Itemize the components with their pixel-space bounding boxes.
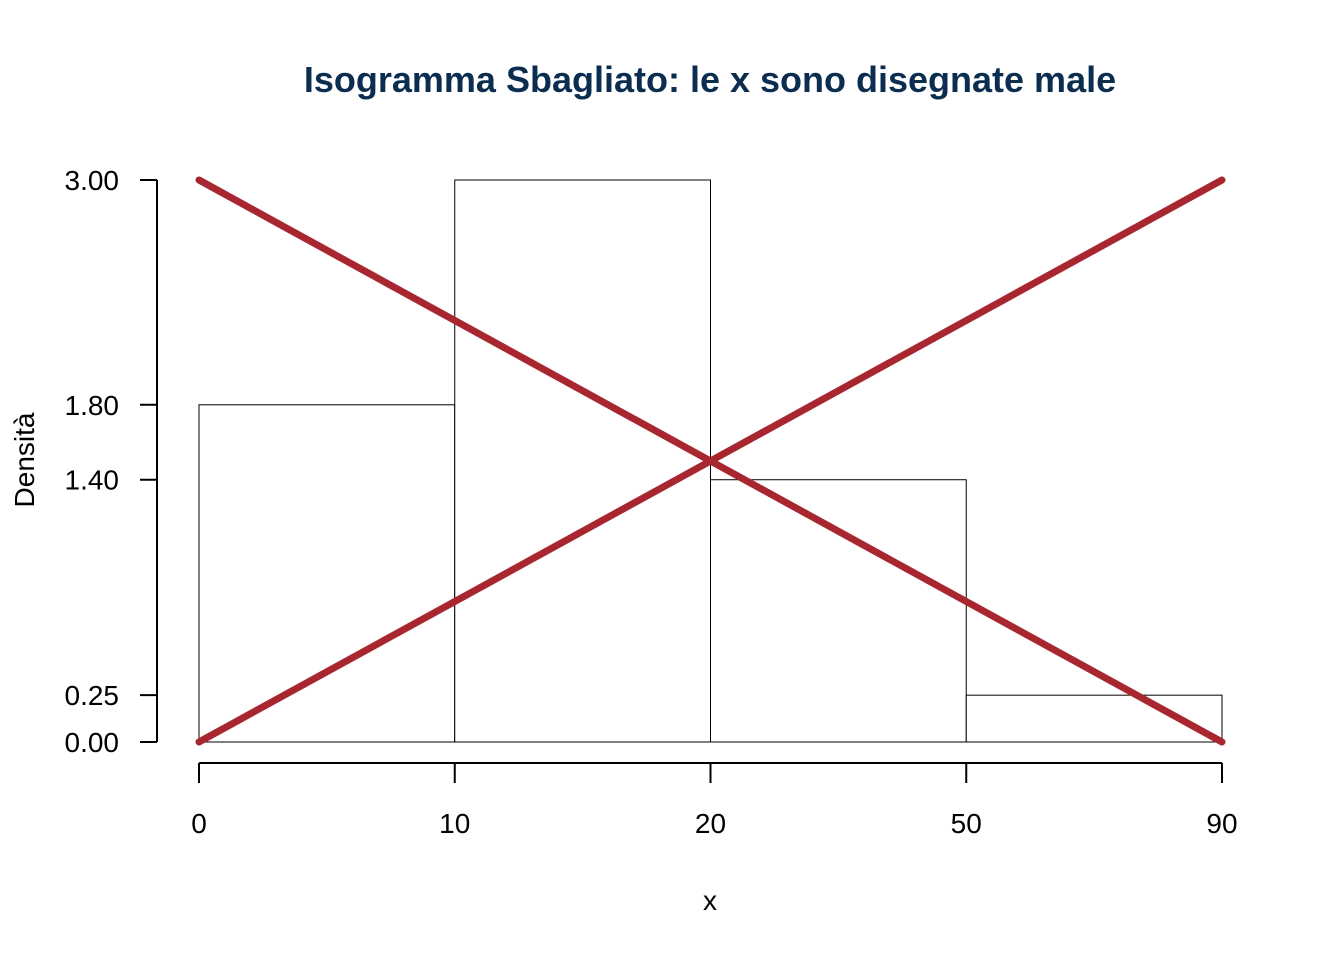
x-tick-label: 10 bbox=[439, 808, 470, 839]
bar-20-50 bbox=[710, 479, 967, 743]
y-tick-label: 0.00 bbox=[65, 727, 120, 758]
cross-overlay bbox=[195, 176, 1226, 746]
bar-0-10 bbox=[198, 404, 456, 743]
y-tick-label: 1.80 bbox=[65, 390, 120, 421]
y-axis: 0.00 0.25 1.40 1.80 3.00 bbox=[65, 165, 158, 758]
chart-title: Isogramma Sbagliato: le x sono disegnate… bbox=[304, 59, 1116, 100]
x-tick-label: 50 bbox=[951, 808, 982, 839]
bar-10-20 bbox=[454, 179, 711, 743]
x-tick-label: 0 bbox=[191, 808, 207, 839]
x-tick-label: 90 bbox=[1206, 808, 1237, 839]
x-axis: 0 10 20 50 90 bbox=[191, 762, 1238, 839]
y-tick-label: 1.40 bbox=[65, 465, 120, 496]
x-tick-label: 20 bbox=[695, 808, 726, 839]
x-axis-label: x bbox=[703, 885, 717, 916]
bars-group bbox=[198, 179, 1223, 743]
y-tick-label: 0.25 bbox=[65, 680, 120, 711]
cross-line-2 bbox=[195, 176, 1226, 746]
y-tick-label: 3.00 bbox=[65, 165, 120, 196]
y-axis-label: Densità bbox=[9, 412, 40, 507]
